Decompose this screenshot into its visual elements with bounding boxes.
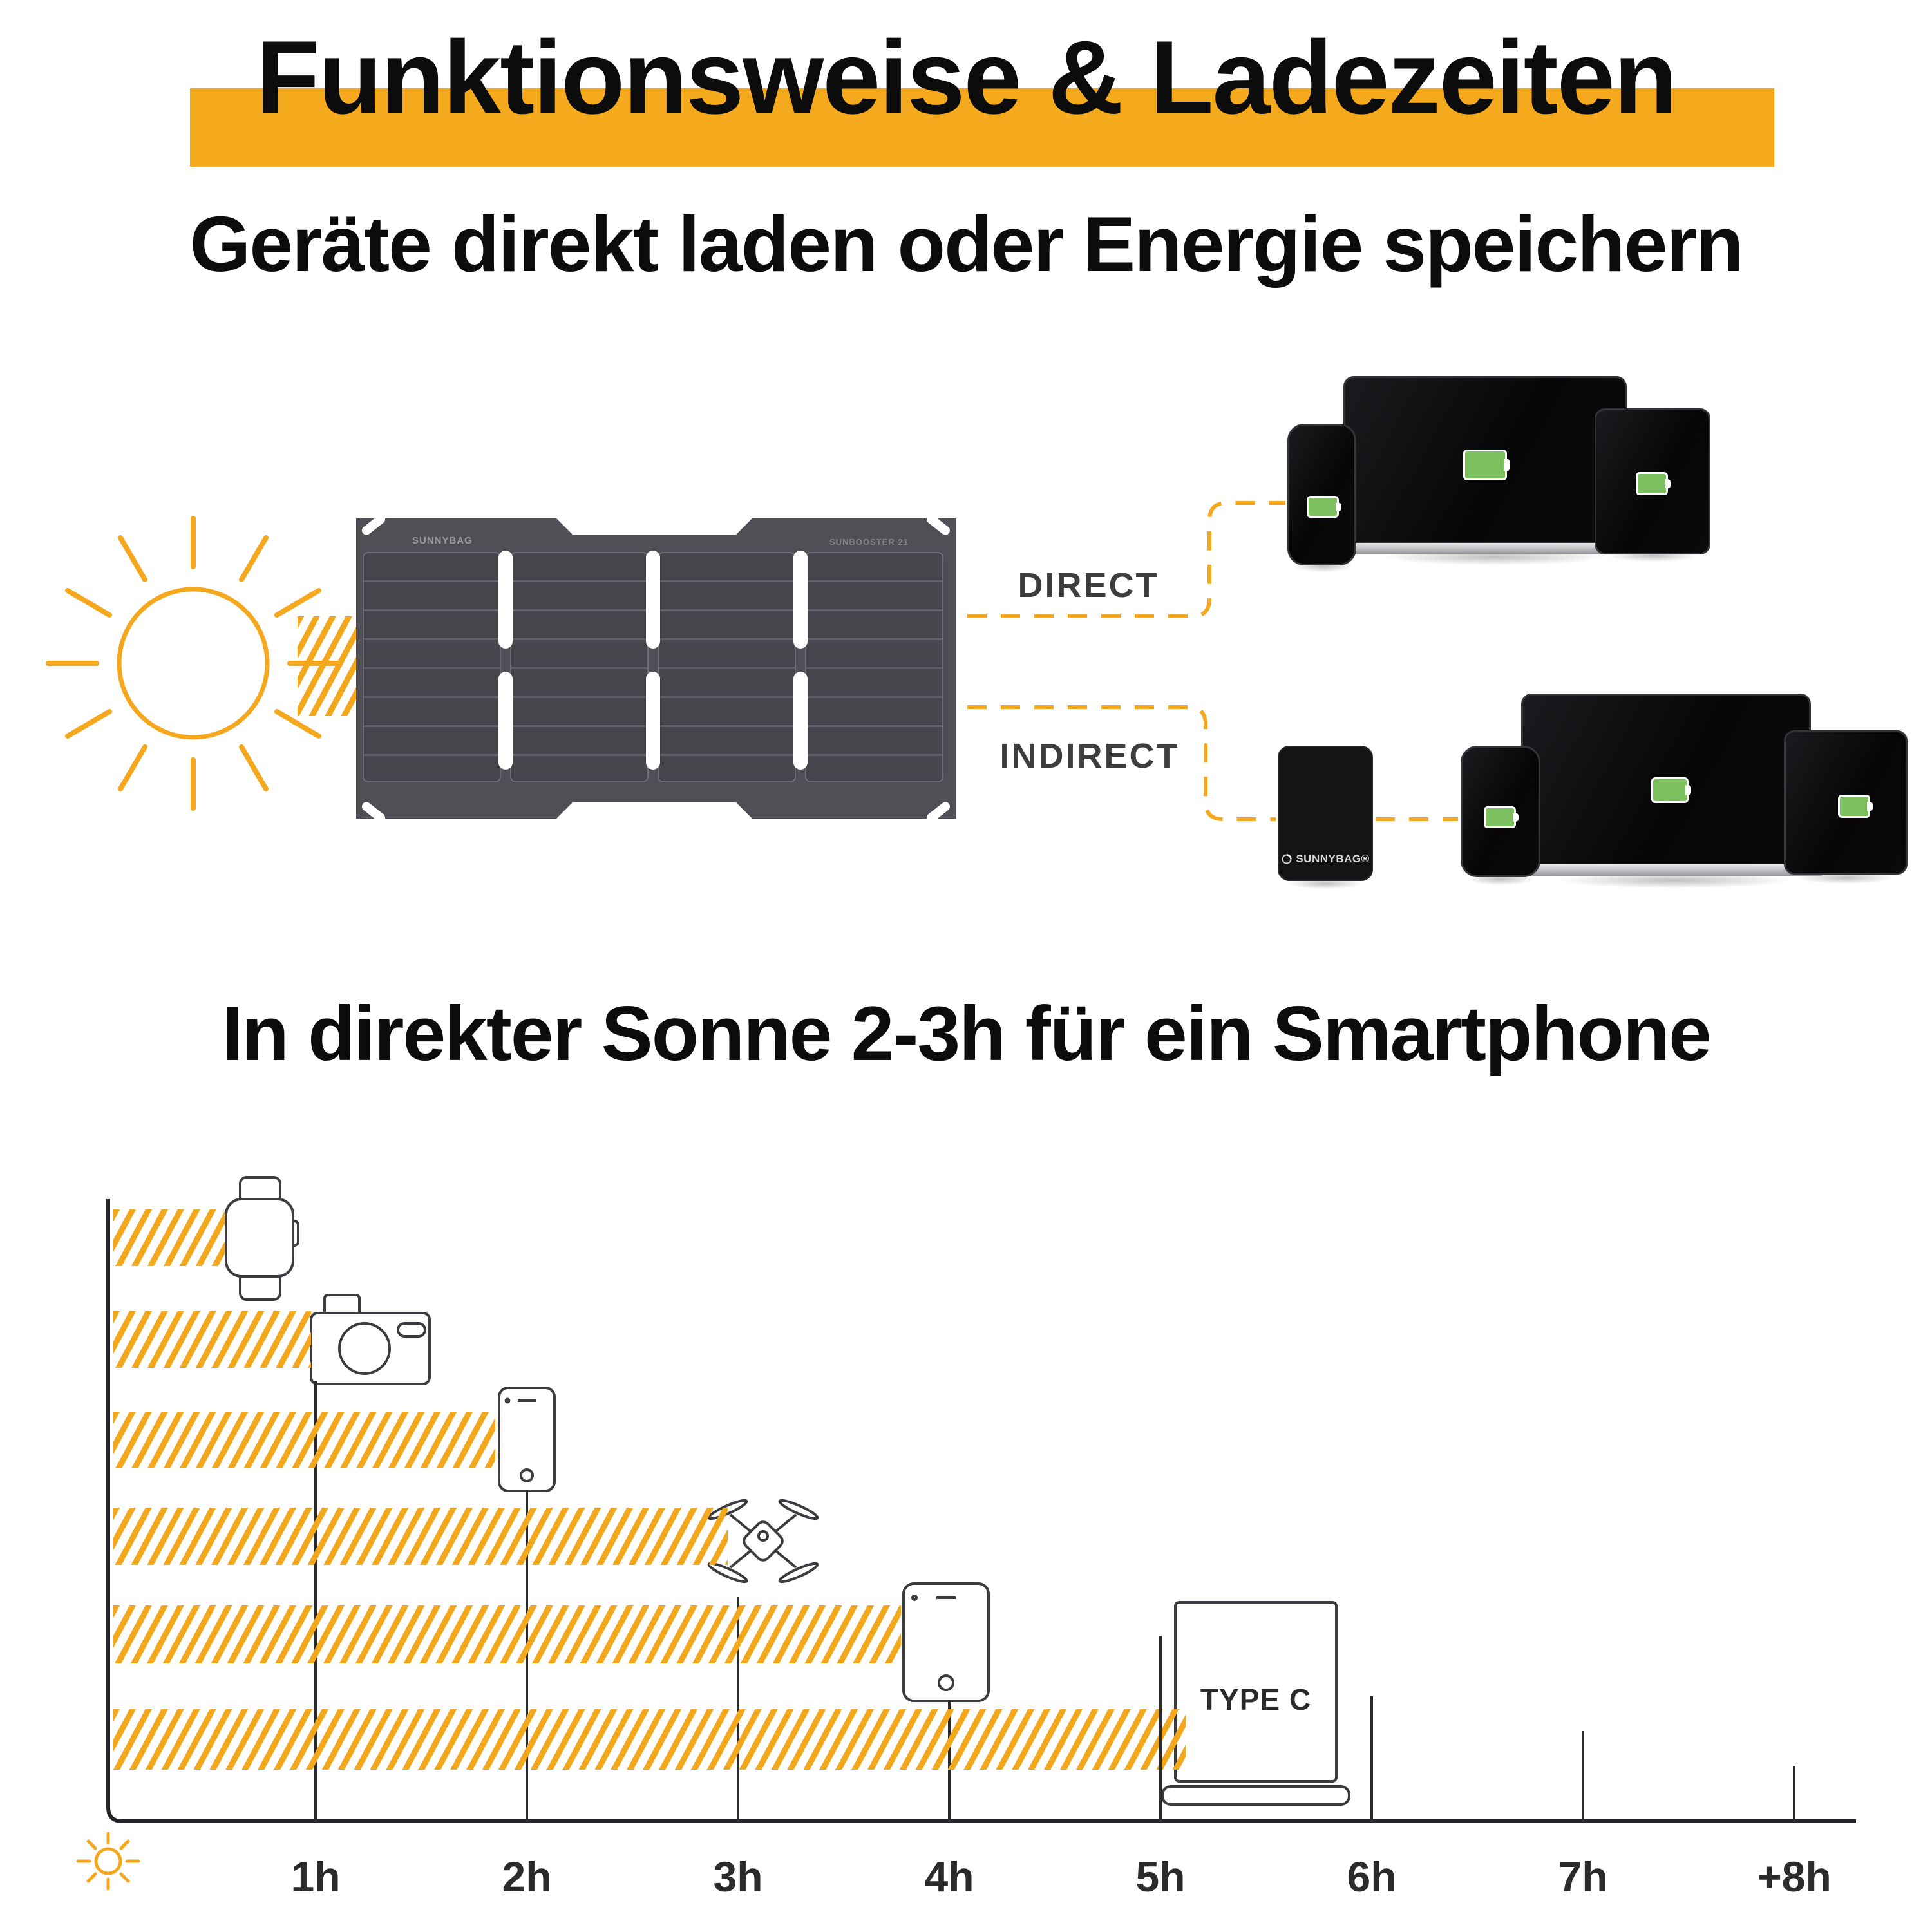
x-axis-label: 5h — [1135, 1853, 1186, 1900]
smartphone-direct — [1287, 424, 1356, 565]
solar-panel: SUNNYBAG SUNBOOSTER 21 — [356, 518, 956, 819]
page-title: Funktionsweise & Ladezeiten — [256, 19, 1677, 136]
bar-camera — [113, 1311, 312, 1368]
laptop-icon — [1161, 1601, 1350, 1806]
sun-icon — [76, 1832, 140, 1891]
solar-panel-section — [805, 552, 943, 782]
axis-tick-8h — [1793, 1766, 1795, 1821]
drone-icon — [707, 1499, 819, 1584]
panel-fold-slot — [498, 672, 513, 770]
laptop-port-label: TYPE C — [1200, 1683, 1312, 1716]
battery-icon — [1838, 795, 1870, 818]
battery-icon — [1463, 450, 1507, 480]
powerbank: SUNNYBAG® — [1278, 746, 1373, 881]
indirect-label: INDIRECT — [999, 737, 1180, 775]
laptop-base — [1506, 864, 1826, 876]
panel-fold-slot — [793, 551, 808, 649]
bar-drone — [113, 1508, 728, 1565]
sunnybag-logo-icon — [1282, 854, 1293, 864]
panel-brand-label: SUNNYBAG — [412, 535, 473, 546]
solar-panel-section — [363, 552, 501, 782]
bar-tablet — [113, 1605, 901, 1663]
time-marker-laptop — [1159, 1636, 1162, 1821]
smartphone-icon — [498, 1387, 556, 1492]
panel-model-label: SUNBOOSTER 21 — [829, 537, 909, 547]
time-marker-laptop — [1370, 1696, 1373, 1821]
axis-tick-7h — [1582, 1731, 1584, 1821]
x-axis-label: 3h — [713, 1853, 763, 1900]
x-axis-label: 1h — [290, 1853, 341, 1900]
bar-smartphone — [113, 1412, 495, 1468]
camera-icon — [310, 1294, 431, 1385]
battery-icon — [1307, 496, 1339, 518]
bar-smartwatch — [113, 1209, 225, 1266]
page-subtitle: Geräte direkt laden oder Energie speiche… — [189, 200, 1743, 288]
powerbank-brand-label: SUNNYBAG® — [1296, 853, 1370, 865]
battery-icon — [1484, 806, 1516, 828]
x-axis-label: 7h — [1558, 1853, 1608, 1900]
time-marker-camera — [314, 1381, 317, 1821]
solar-panel-section — [510, 552, 649, 782]
panel-fold-slot — [498, 551, 513, 649]
tablet-icon — [902, 1582, 990, 1702]
battery-icon — [1636, 472, 1668, 495]
chart-heading: In direkter Sonne 2-3h für ein Smartphon… — [222, 990, 1712, 1077]
powerbank-brand: SUNNYBAG® — [1279, 853, 1372, 866]
direct-flow-line — [967, 501, 1285, 618]
laptop-base — [1328, 543, 1650, 554]
battery-icon — [1651, 777, 1689, 803]
panel-fold-slot — [646, 551, 660, 649]
x-axis-label: 4h — [924, 1853, 974, 1900]
panel-fold-slot — [793, 672, 808, 770]
direct-label: DIRECT — [1018, 566, 1159, 605]
smartwatch-icon — [225, 1176, 299, 1301]
smartphone-indirect — [1461, 746, 1540, 877]
panel-fold-slot — [646, 672, 660, 770]
x-axis-label: +8h — [1757, 1853, 1832, 1900]
x-axis-label: 2h — [502, 1853, 552, 1900]
title-highlight-bar — [190, 88, 1774, 167]
x-axis-label: 6h — [1347, 1853, 1397, 1900]
solar-panel-section — [658, 552, 796, 782]
bar-laptop — [113, 1709, 1186, 1770]
tablet-indirect — [1784, 730, 1908, 875]
sunlight-hatch — [298, 616, 366, 716]
indirect-flow-line — [967, 705, 1276, 821]
